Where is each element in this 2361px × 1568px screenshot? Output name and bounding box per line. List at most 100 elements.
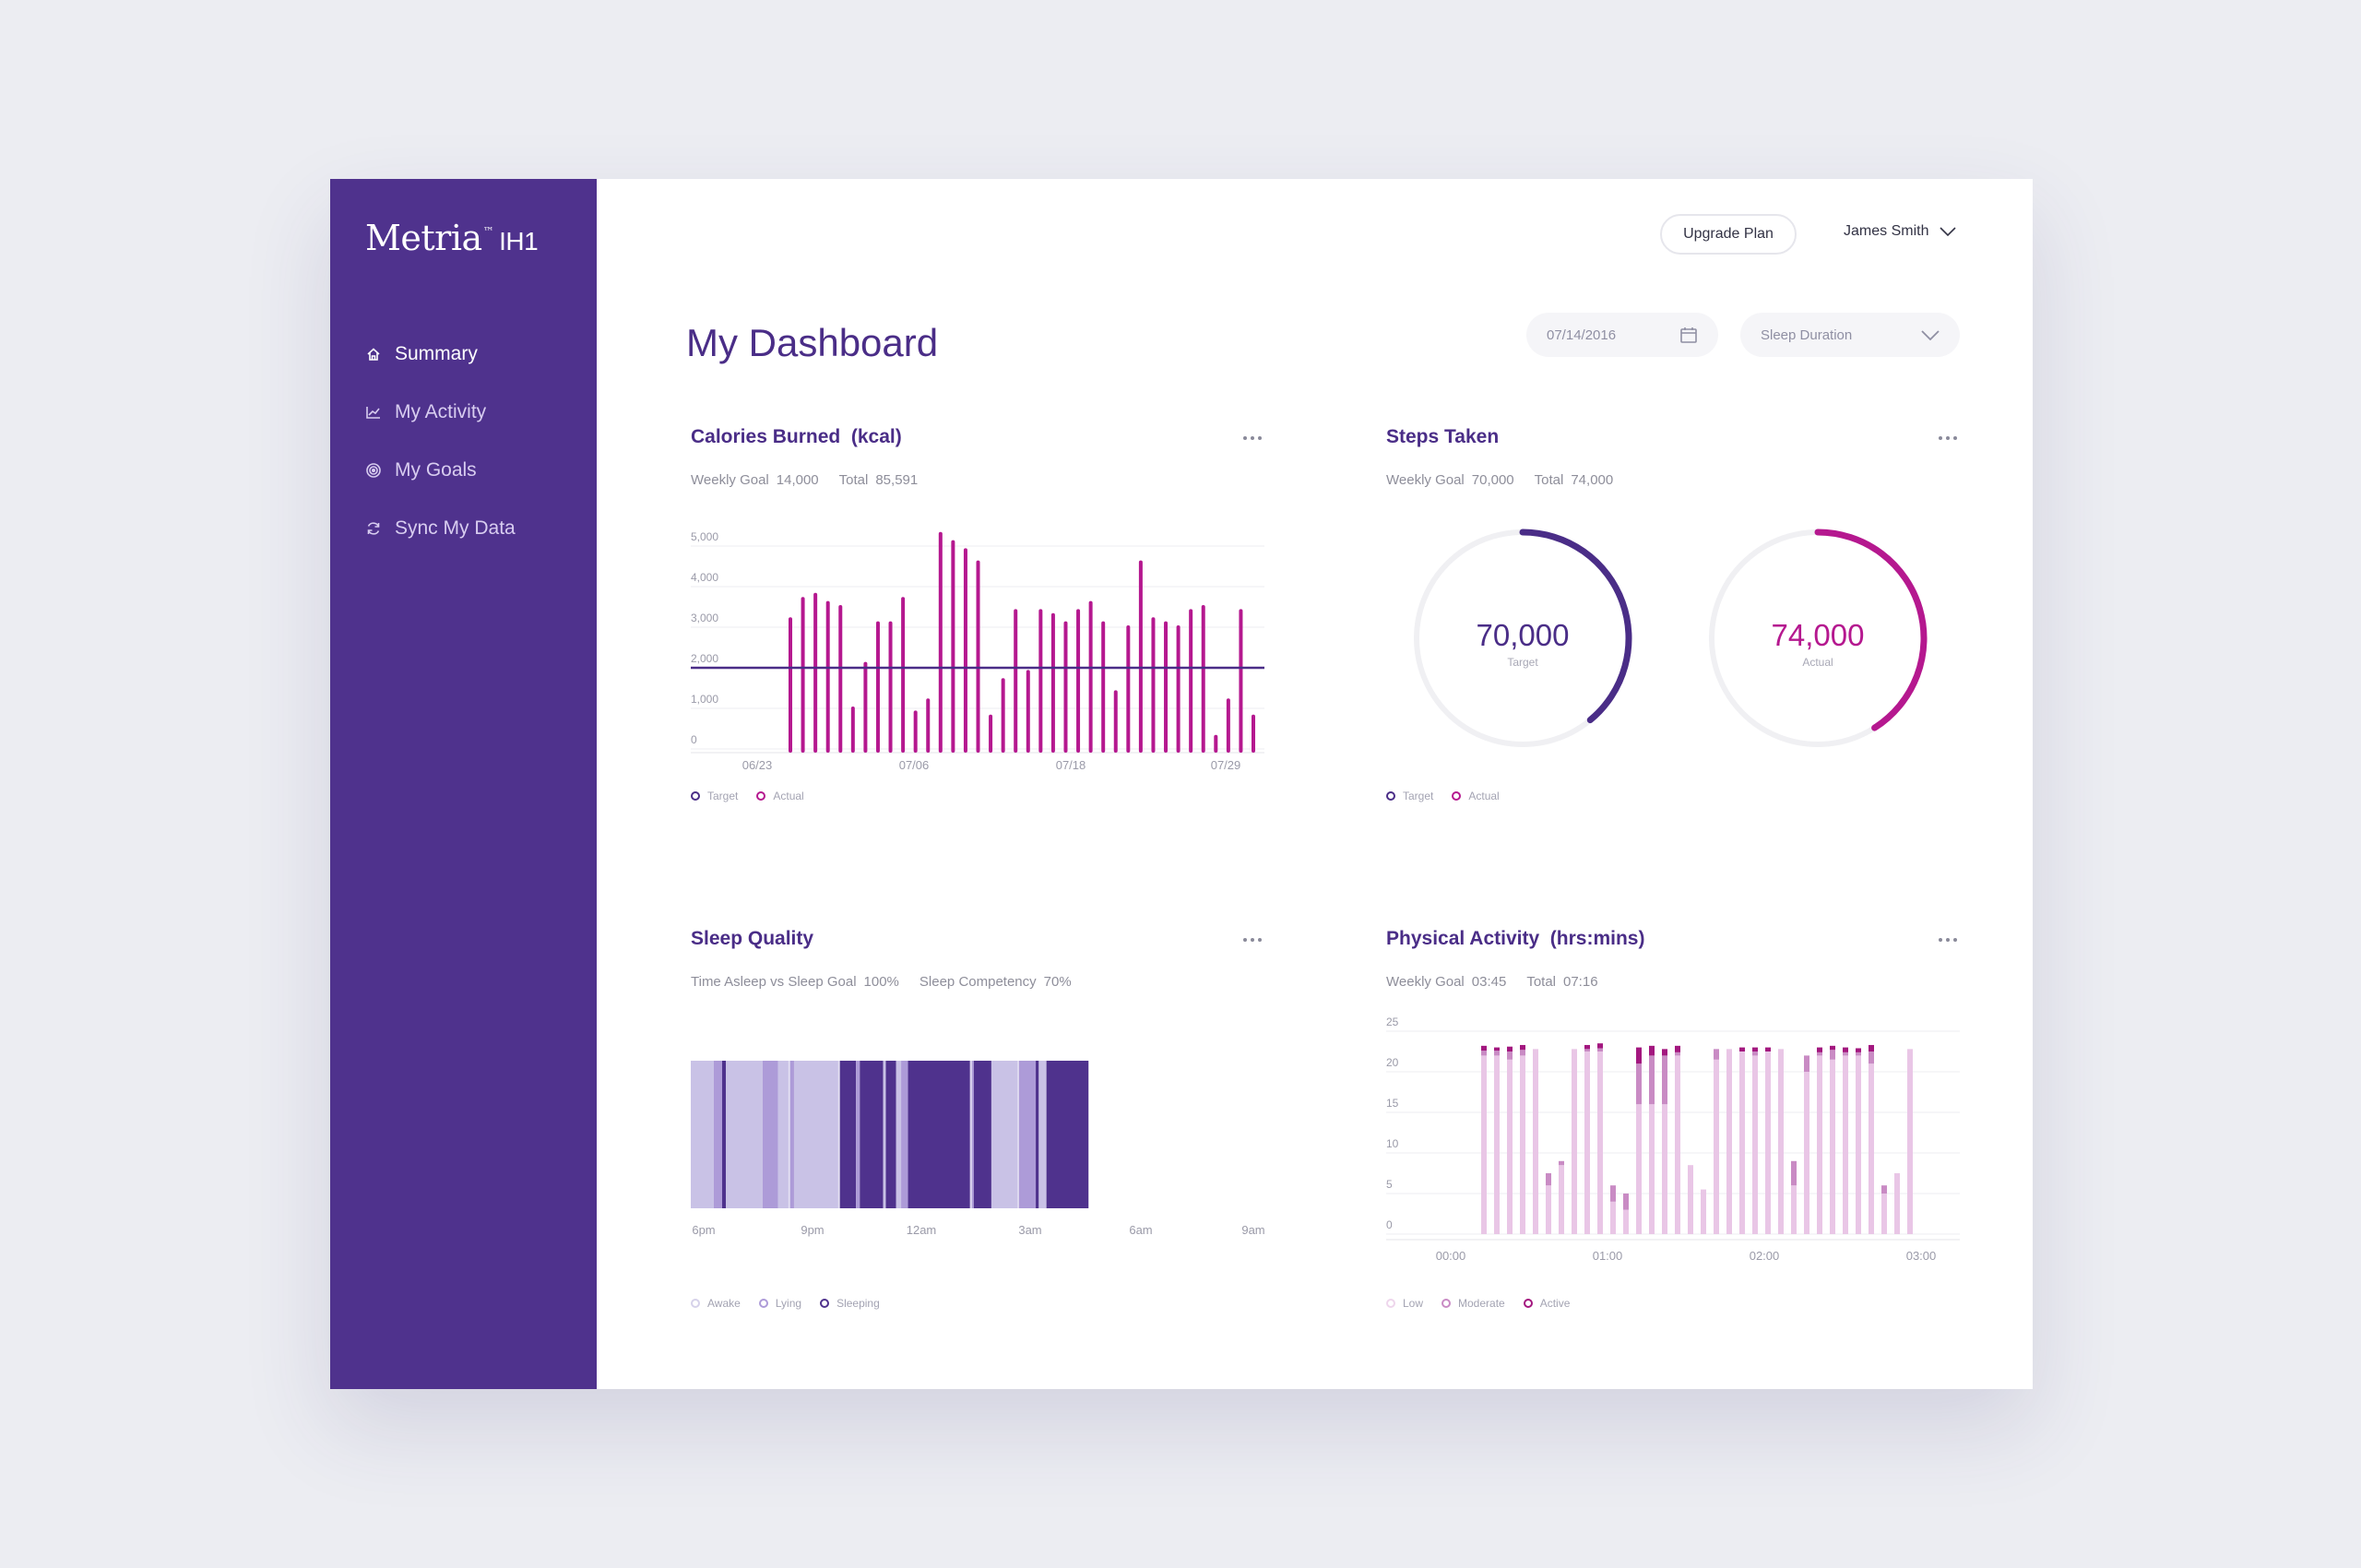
activity-bar-moderate	[1675, 1051, 1680, 1056]
activity-bar-active	[1662, 1049, 1667, 1056]
date-value: 07/14/2016	[1547, 327, 1617, 343]
activity-bar-low	[1507, 1059, 1513, 1234]
steps-card: Steps Taken Weekly Goal 70,000 Total 74,00…	[1384, 426, 1960, 814]
sleep-segment-sleeping	[839, 1061, 857, 1208]
sidebar-item-my-activity[interactable]: My Activity	[330, 383, 597, 441]
legend-dot	[820, 1299, 830, 1308]
activity-bar-moderate	[1584, 1049, 1590, 1051]
y-tick-label: 0	[1386, 1218, 1393, 1231]
x-tick-label: 9am	[1241, 1223, 1264, 1237]
activity-bar-moderate	[1881, 1185, 1887, 1194]
activity-bar-moderate	[1481, 1051, 1487, 1056]
sleep-segment-awake	[1038, 1061, 1047, 1208]
activity-bar-low	[1714, 1059, 1719, 1234]
activity-bar-low	[1881, 1194, 1887, 1234]
legend-dot	[691, 1299, 700, 1308]
activity-bar-active	[1817, 1047, 1822, 1052]
stat-label: Weekly Goal	[1386, 472, 1465, 488]
activity-bar-active	[1675, 1045, 1680, 1052]
more-options-icon[interactable]	[1936, 933, 1960, 946]
activity-bar-moderate	[1610, 1185, 1616, 1202]
sleep-segment-sleeping	[885, 1061, 896, 1208]
user-menu[interactable]: James Smith	[1844, 223, 1957, 240]
sleep-segment-awake	[793, 1061, 840, 1208]
activity-bar-low	[1843, 1055, 1848, 1234]
metric-select[interactable]: Sleep Duration	[1740, 313, 1960, 357]
y-tick-label: 5	[1386, 1178, 1393, 1191]
stat-label: Weekly Goal	[1386, 974, 1465, 990]
legend-item-target: Target	[691, 790, 738, 802]
activity-bar-low	[1662, 1104, 1667, 1234]
sidebar-item-summary[interactable]: Summary	[330, 325, 597, 383]
more-options-icon[interactable]	[1936, 432, 1960, 445]
activity-chart: 25 20 15 10 5 0 00:00 01:00 02:00 03:00	[1386, 1016, 1960, 1263]
more-options-icon[interactable]	[1240, 432, 1264, 445]
sidebar-item-my-goals[interactable]: My Goals	[330, 441, 597, 499]
chart-legend: Low Moderate Active	[1386, 1297, 1570, 1310]
logo-suffix: IH1	[499, 227, 539, 255]
chevron-down-icon	[1940, 227, 1957, 236]
activity-bar-low	[1636, 1104, 1642, 1234]
logo[interactable]: Metria ™ IH1	[365, 218, 597, 258]
x-tick-label: 07/06	[899, 758, 930, 772]
donut-label: Actual	[1802, 656, 1833, 669]
activity-chart-icon	[366, 406, 380, 419]
legend-label: Sleeping	[836, 1297, 880, 1310]
card-title: Steps Taken	[1386, 426, 1500, 447]
sidebar-item-label: Sync My Data	[395, 517, 516, 539]
upgrade-plan-button[interactable]: Upgrade Plan	[1660, 214, 1797, 255]
activity-bar-low	[1752, 1055, 1758, 1234]
activity-bar-moderate	[1649, 1055, 1655, 1105]
sleep-segment-awake	[691, 1061, 714, 1208]
legend-item-actual: Actual	[756, 790, 804, 802]
sleep-segment-lying	[762, 1061, 778, 1208]
activity-bar-moderate	[1559, 1160, 1564, 1166]
y-tick-label: 15	[1386, 1097, 1399, 1110]
activity-bar-active	[1494, 1047, 1500, 1051]
stat-value: 70,000	[1471, 472, 1514, 488]
date-picker[interactable]: 07/14/2016	[1526, 313, 1718, 357]
legend-dot	[1386, 1299, 1395, 1308]
activity-bar-low	[1481, 1055, 1487, 1234]
activity-bar-moderate	[1546, 1173, 1551, 1186]
card-stats: Weekly Goal 70,000 Total 74,000	[1386, 472, 1613, 488]
stat-label: Weekly Goal	[691, 472, 769, 488]
x-tick-label: 3am	[1018, 1223, 1041, 1237]
target-icon	[366, 462, 381, 478]
sidebar-item-sync-my-data[interactable]: Sync My Data	[330, 499, 597, 557]
sleep-segment-lying	[901, 1061, 908, 1208]
stat-value: 100%	[863, 974, 899, 990]
stat-value: 03:45	[1471, 974, 1507, 990]
activity-bar-active	[1649, 1045, 1655, 1056]
legend-dot	[1386, 791, 1395, 801]
activity-bar-moderate	[1494, 1051, 1500, 1056]
stat-value: 14,000	[776, 472, 819, 488]
stat-value: 70%	[1043, 974, 1072, 990]
activity-bar-active	[1830, 1045, 1835, 1051]
activity-bar-moderate	[1843, 1051, 1848, 1056]
activity-bar-moderate	[1817, 1051, 1822, 1056]
main-content: Upgrade Plan James Smith My Dashboard 07…	[597, 179, 2033, 1389]
card-stats: Weekly Goal 14,000 Total 85,591	[691, 472, 918, 488]
legend-label: Awake	[707, 1297, 741, 1310]
chevron-down-icon	[1921, 329, 1940, 340]
legend-label: Actual	[1468, 790, 1500, 802]
stat-value: 85,591	[875, 472, 919, 488]
legend-label: Actual	[773, 790, 804, 802]
x-tick-label: 06/23	[742, 758, 773, 772]
activity-bar-low	[1830, 1059, 1835, 1234]
sleep-card: Sleep Quality Time Asleep vs Sleep Goal 1…	[689, 928, 1265, 1334]
legend-label: Moderate	[1458, 1297, 1505, 1310]
activity-bar-active	[1856, 1048, 1861, 1052]
logo-trademark: ™	[482, 225, 494, 238]
legend-label: Active	[1539, 1297, 1571, 1310]
card-title: Calories Burned (kcal)	[691, 426, 902, 447]
sleep-segment-awake	[991, 1061, 1019, 1208]
card-title: Physical Activity (hrs:mins)	[1386, 928, 1645, 949]
activity-bar-active	[1584, 1044, 1590, 1050]
more-options-icon[interactable]	[1240, 933, 1264, 946]
user-name: James Smith	[1844, 223, 1929, 239]
sidebar-item-label: My Activity	[395, 400, 487, 422]
chart-legend: Awake Lying Sleeping	[691, 1297, 880, 1310]
activity-bar-low	[1791, 1185, 1797, 1234]
